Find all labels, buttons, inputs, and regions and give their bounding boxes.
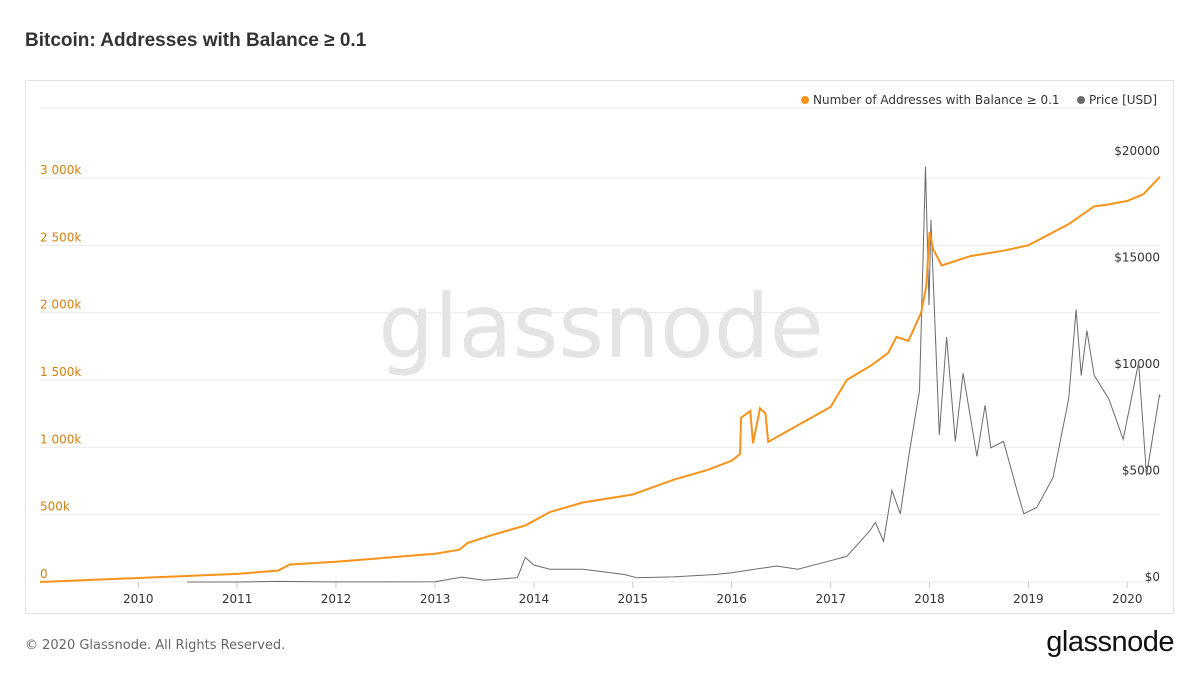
legend-label-price: Price [USD] — [1089, 93, 1157, 107]
right-axis-tick-label: $20000 — [1114, 144, 1160, 158]
left-axis-tick-label: 2 500k — [40, 230, 81, 244]
right-axis-tick-label: $5000 — [1122, 464, 1160, 478]
right-axis-tick-label: $0 — [1145, 570, 1160, 584]
x-axis-tick-label: 2013 — [420, 592, 451, 606]
addresses-series-line — [39, 176, 1161, 583]
x-axis-ticks: 2010 2011 2012 2013 2014 2015 2016 2017 2018 2019… — [123, 582, 1143, 606]
copyright-notice: © 2020 Glassnode. All Rights Reserved. — [25, 638, 286, 653]
glassnode-logo: glassnode — [1046, 626, 1174, 658]
left-axis-ticks: 0 500k 1 000k 1 500k 2 000k 2 500k 3 000k — [40, 163, 81, 581]
x-axis-tick-label: 2014 — [519, 592, 550, 606]
x-axis-tick-label: 2012 — [321, 592, 352, 606]
left-axis-tick-label: 0 — [40, 567, 48, 581]
x-axis-tick-label: 2016 — [716, 592, 747, 606]
chart-panel: glassnode 0 500k 1 000k 1 500k 2 000k 2 500k 3… — [25, 80, 1174, 614]
left-axis-tick-label: 500k — [40, 500, 70, 514]
right-axis-tick-label: $15000 — [1114, 251, 1160, 265]
watermark: glassnode — [378, 275, 824, 378]
chart-canvas: glassnode 0 500k 1 000k 1 500k 2 000k 2 500k 3… — [39, 93, 1161, 606]
left-axis-tick-label: 1 000k — [40, 432, 81, 446]
x-axis-tick-label: 2010 — [123, 592, 154, 606]
price-series-line — [187, 166, 1161, 583]
left-axis-tick-label: 2 000k — [40, 298, 81, 312]
right-axis-tick-label: $10000 — [1114, 357, 1160, 371]
x-axis-tick-label: 2019 — [1013, 592, 1044, 606]
legend-marker-addresses — [801, 96, 809, 104]
x-axis-tick-label: 2020 — [1112, 592, 1143, 606]
right-axis-ticks: $0 $5000 $10000 $15000 $20000 — [1114, 144, 1160, 584]
legend-marker-price — [1077, 96, 1085, 104]
x-axis-tick-label: 2011 — [222, 592, 253, 606]
legend-label-addresses: Number of Addresses with Balance ≥ 0.1 — [813, 93, 1060, 107]
x-axis-tick-label: 2017 — [815, 592, 846, 606]
x-axis-tick-label: 2018 — [914, 592, 945, 606]
left-axis-tick-label: 1 500k — [40, 365, 81, 379]
legend: Number of Addresses with Balance ≥ 0.1 P… — [801, 93, 1157, 107]
chart-title: Bitcoin: Addresses with Balance ≥ 0.1 — [25, 30, 367, 51]
left-axis-tick-label: 3 000k — [40, 163, 81, 177]
x-axis-tick-label: 2015 — [617, 592, 648, 606]
